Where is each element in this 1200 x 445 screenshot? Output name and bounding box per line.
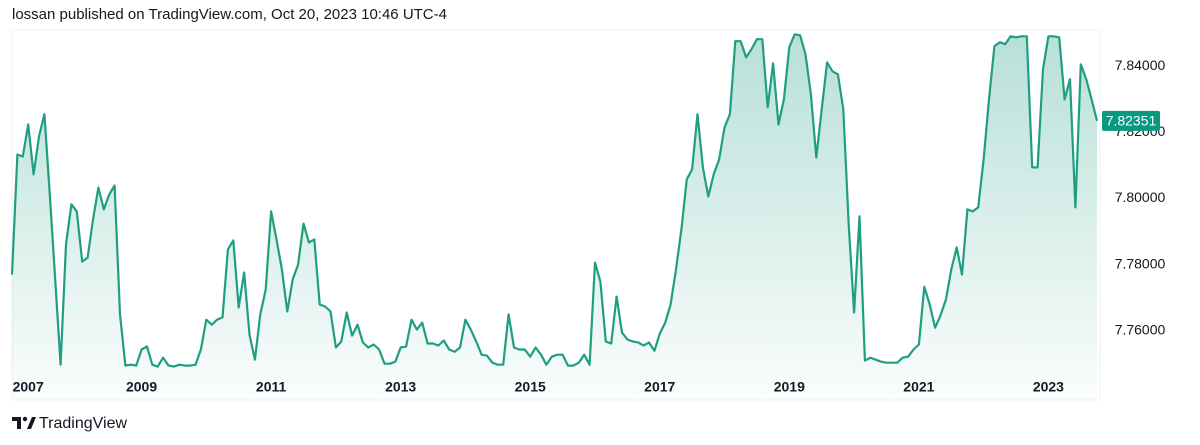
brand-name: TradingView [39, 415, 127, 432]
last-price-box [1102, 110, 1160, 131]
last-price-label: 7.82351 [1106, 113, 1157, 129]
price-line [10, 33, 1099, 368]
y-tick-label: 7.78000 [1115, 255, 1166, 271]
area-fill [12, 34, 1097, 401]
y-tick-label: 7.76000 [1115, 321, 1166, 337]
y-tick-label: 7.80000 [1115, 189, 1166, 205]
y-tick-label: 7.84000 [1115, 57, 1166, 73]
header-text: lossan published on TradingView.com, Oct… [12, 6, 447, 23]
brand-logo [12, 416, 36, 429]
